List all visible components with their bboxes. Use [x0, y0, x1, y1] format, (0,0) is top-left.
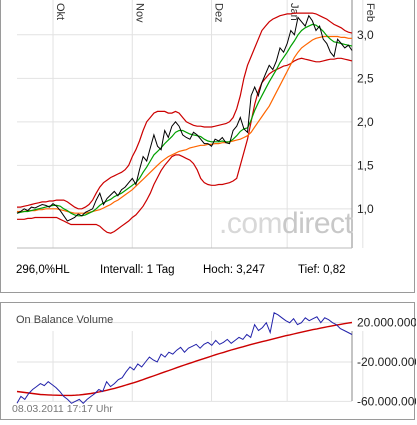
- x-tick-label: Nov: [133, 3, 145, 23]
- y-tick-label: 1,0: [357, 202, 374, 216]
- series-price-line: [16, 14, 353, 222]
- obv-y-tick-label: -20.000.000: [357, 355, 416, 369]
- series-obv-ma-line: [16, 321, 353, 397]
- series-band-upper-line: [17, 12, 353, 210]
- obv-title: On Balance Volume: [16, 314, 114, 326]
- stat-low: Tief: 0,82: [298, 264, 346, 276]
- y-tick-label: 2,0: [357, 115, 374, 129]
- series-ma-long-line: [17, 35, 352, 214]
- timestamp: 08.03.2011 17:17 Uhr: [12, 403, 113, 415]
- x-tick-label: Dez: [213, 3, 225, 23]
- x-tick-label: Feb: [364, 3, 376, 22]
- obv-y-tick-label: 20.000.000: [357, 316, 416, 330]
- series-ma-short-line: [16, 23, 353, 217]
- obv-panel: 20.000.000 -20.000.000 -60.000.000: [0, 302, 416, 420]
- stat-interval: Intervall: 1 Tag: [100, 264, 175, 276]
- y-tick-label: 1,5: [357, 158, 374, 172]
- y-tick-label: 2,5: [357, 71, 374, 85]
- stat-percent-hl: 296,0%HL: [16, 264, 70, 276]
- x-tick-label: Jan: [288, 3, 300, 21]
- y-tick-label: 3,0: [357, 28, 374, 42]
- price-chart: Okt Nov Dez Jan Feb 1,0 1,5 2,0 2,5 3,0: [16, 0, 376, 249]
- price-chart-panel: Okt Nov Dez Jan Feb 1,0 1,5 2,0 2,5 3,0 .comdirec…: [0, 0, 415, 293]
- obv-chart: 20.000.000 -20.000.000 -60.000.000: [16, 312, 416, 408]
- obv-y-tick-label: -60.000.000: [357, 394, 416, 408]
- series-band-lower-line: [17, 57, 353, 234]
- x-tick-label: Okt: [54, 3, 66, 20]
- comdirect-watermark: .comdirect: [219, 207, 353, 240]
- series-obv-line: [16, 312, 353, 405]
- stat-high: Hoch: 3,247: [203, 264, 266, 276]
